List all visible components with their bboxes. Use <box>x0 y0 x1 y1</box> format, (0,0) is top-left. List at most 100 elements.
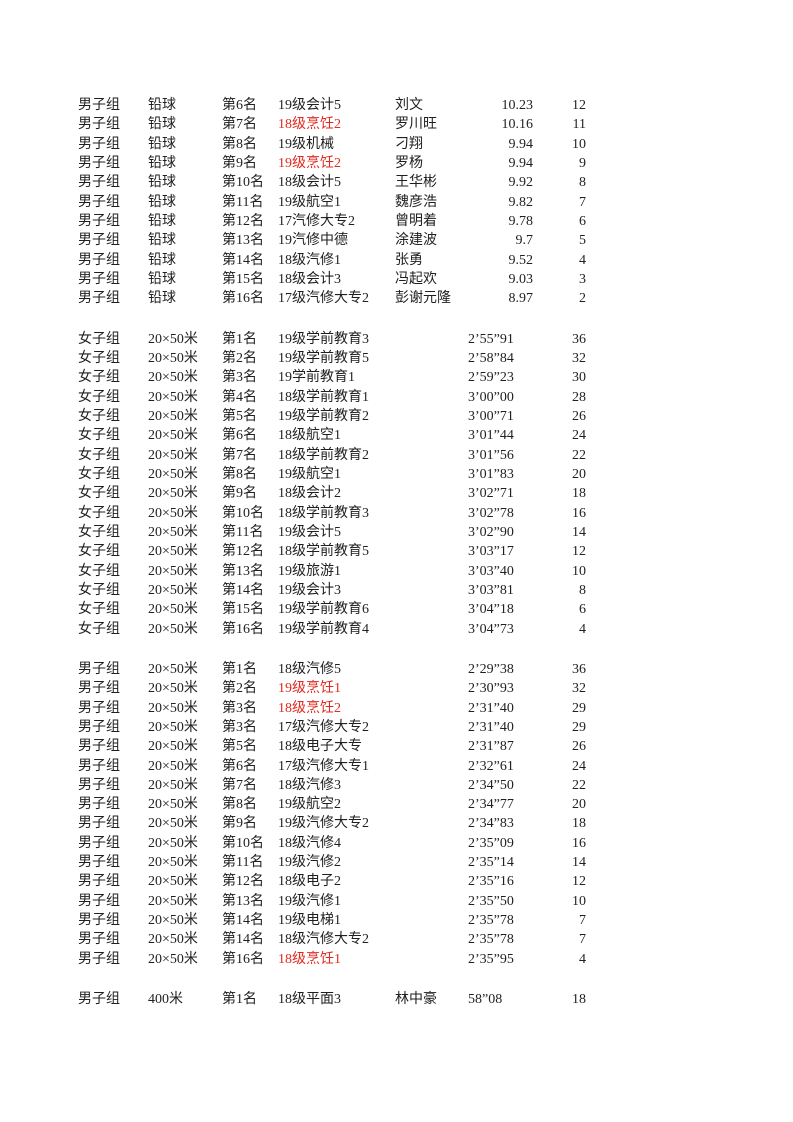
cell-points: 4 <box>579 621 586 637</box>
cell-group: 男子组 <box>78 155 120 171</box>
cell-athlete-name <box>395 660 468 679</box>
cell-result: 3’04”73 <box>468 621 514 637</box>
cell-event: 20×50米 <box>148 389 198 405</box>
cell-team: 19级学前教育6 <box>278 602 369 618</box>
table-row: 女子组 20×50米 第16名 19级学前教育4 3’04”73 4 <box>78 620 586 639</box>
cell-points: 28 <box>572 389 586 405</box>
cell-event: 20×50米 <box>148 719 198 735</box>
cell-result: 9.7 <box>515 233 534 249</box>
table-row: 女子组 20×50米 第15名 19级学前教育6 3’04”18 6 <box>78 600 586 619</box>
cell-event: 20×50米 <box>148 816 198 832</box>
cell-group: 男子组 <box>78 816 120 832</box>
cell-team: 19级汽修2 <box>278 855 341 871</box>
cell-event: 20×50米 <box>148 874 198 890</box>
cell-athlete-name <box>395 523 468 542</box>
cell-points: 20 <box>572 797 586 813</box>
cell-result: 10.16 <box>501 117 534 133</box>
cell-points: 18 <box>572 486 586 502</box>
cell-points: 7 <box>579 194 586 210</box>
cell-group: 女子组 <box>78 563 120 579</box>
cell-team: 18级电子2 <box>278 874 341 890</box>
cell-team: 17级汽修大专2 <box>278 719 369 735</box>
table-row: 男子组 铅球 第15名 18级会计3 冯起欢 9.03 3 <box>78 270 586 289</box>
cell-points: 12 <box>572 874 586 890</box>
cell-result: 2’35”78 <box>468 913 514 929</box>
cell-result: 9.94 <box>508 155 534 171</box>
cell-group: 男子组 <box>78 271 120 287</box>
cell-event: 20×50米 <box>148 370 198 386</box>
cell-team: 18级平面3 <box>278 992 341 1008</box>
cell-group: 男子组 <box>78 874 120 890</box>
cell-group: 女子组 <box>78 389 120 405</box>
cell-team: 18级会计3 <box>278 271 341 287</box>
cell-group: 男子组 <box>78 719 120 735</box>
cell-group: 女子组 <box>78 544 120 560</box>
cell-rank: 第10名 <box>222 505 264 521</box>
cell-rank: 第14名 <box>222 582 264 598</box>
cell-team: 18级电子大专 <box>278 739 362 755</box>
cell-team: 18级汽修大专2 <box>278 932 369 948</box>
cell-athlete-name: 冯起欢 <box>395 271 437 287</box>
cell-group: 女子组 <box>78 602 120 618</box>
cell-rank: 第12名 <box>222 874 264 890</box>
cell-team: 18级汽修3 <box>278 777 341 793</box>
cell-rank: 第15名 <box>222 271 264 287</box>
cell-result: 10.23 <box>501 98 534 113</box>
cell-athlete-name: 彭谢元隆 <box>395 291 451 307</box>
cell-group: 男子组 <box>78 213 120 229</box>
table-row: 男子组 铅球 第10名 18级会计5 王华彬 9.92 8 <box>78 173 586 192</box>
cell-result: 3’01”83 <box>468 466 514 482</box>
cell-team: 19级电梯1 <box>278 913 341 929</box>
cell-team: 19级旅游1 <box>278 563 341 579</box>
cell-points: 22 <box>572 777 586 793</box>
cell-result: 2’34”50 <box>468 777 514 793</box>
cell-athlete-name <box>395 600 468 619</box>
cell-group: 女子组 <box>78 370 120 386</box>
table-row: 男子组 铅球 第12名 17汽修大专2 曾明着 9.78 6 <box>78 212 586 231</box>
cell-event: 20×50米 <box>148 777 198 793</box>
cell-athlete-name <box>395 679 468 698</box>
table-row: 男子组 20×50米 第14名 19级电梯1 2’35”78 7 <box>78 911 586 930</box>
cell-event: 20×50米 <box>148 486 198 502</box>
cell-result: 3’00”00 <box>468 389 514 405</box>
cell-points: 8 <box>579 175 586 191</box>
cell-group: 男子组 <box>78 98 120 113</box>
table-row: 男子组 20×50米 第12名 18级电子2 2’35”16 12 <box>78 872 586 891</box>
cell-points: 4 <box>579 951 586 967</box>
cell-rank: 第16名 <box>222 951 264 967</box>
cell-result: 3’03”17 <box>468 544 514 560</box>
cell-points: 26 <box>572 408 586 424</box>
cell-group: 女子组 <box>78 350 120 366</box>
cell-rank: 第10名 <box>222 835 264 851</box>
cell-athlete-name: 涂建波 <box>395 233 437 249</box>
cell-points: 8 <box>579 582 586 598</box>
cell-points: 24 <box>572 758 586 774</box>
cell-result: 2’31”40 <box>468 700 514 716</box>
cell-team: 19级会计5 <box>278 98 341 113</box>
cell-athlete-name <box>395 542 468 561</box>
cell-rank: 第7名 <box>222 117 257 133</box>
cell-group: 男子组 <box>78 700 120 716</box>
cell-result: 3’00”71 <box>468 408 514 424</box>
table-row: 男子组 20×50米 第3名 18级烹饪2 2’31”40 29 <box>78 699 586 718</box>
table-row: 男子组 20×50米 第2名 19级烹饪1 2’30”93 32 <box>78 679 586 698</box>
cell-event: 铅球 <box>148 175 176 191</box>
cell-points: 22 <box>572 447 586 463</box>
cell-athlete-name <box>395 407 468 426</box>
cell-points: 36 <box>572 331 586 347</box>
table-row: 男子组 20×50米 第11名 19级汽修2 2’35”14 14 <box>78 853 586 872</box>
cell-result: 9.52 <box>508 252 534 268</box>
cell-rank: 第2名 <box>222 350 257 366</box>
table-row: 男子组 20×50米 第16名 18级烹饪1 2’35”95 4 <box>78 950 586 969</box>
cell-points: 6 <box>579 213 586 229</box>
cell-team: 19级机械 <box>278 136 334 152</box>
cell-event: 20×50米 <box>148 739 198 755</box>
cell-team: 18级学前教育5 <box>278 544 369 560</box>
cell-team: 19级烹饪1 <box>278 681 341 697</box>
table-row: 男子组 铅球 第7名 18级烹饪2 罗川旺 10.16 11 <box>78 115 586 134</box>
cell-rank: 第9名 <box>222 816 257 832</box>
table-row: 女子组 20×50米 第11名 19级会计5 3’02”90 14 <box>78 523 586 542</box>
cell-event: 20×50米 <box>148 466 198 482</box>
cell-result: 2’34”83 <box>468 816 514 832</box>
cell-result: 3’02”78 <box>468 505 514 521</box>
